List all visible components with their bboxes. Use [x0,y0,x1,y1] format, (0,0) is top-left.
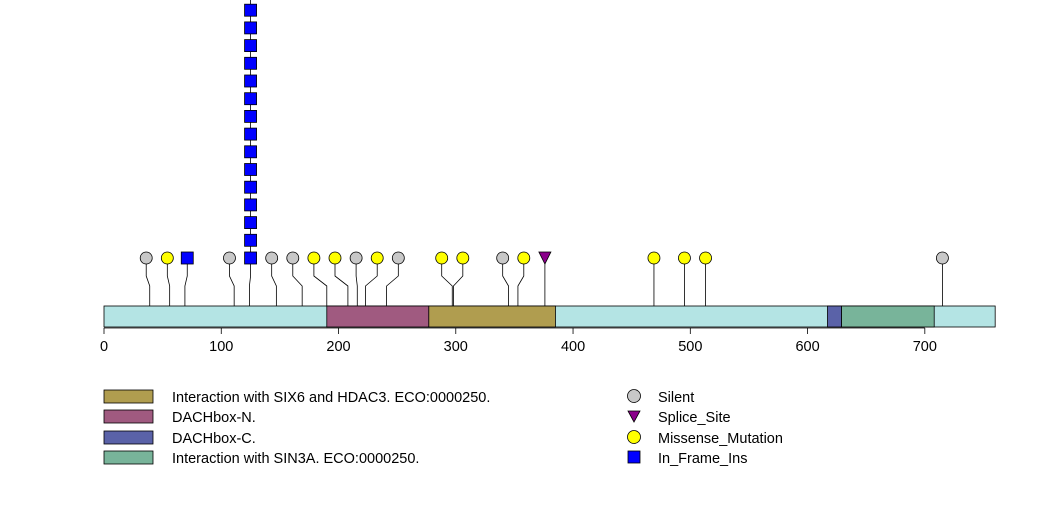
protein-track [103,305,996,328]
x-axis-tick-label: 700 [913,339,937,355]
legend-label-silent: Silent [658,390,694,406]
mutation-marker-in-frame-ins [244,74,257,88]
mutation-marker-in-frame-ins [244,56,257,70]
mutation-marker-splice-site [538,251,552,265]
legend-label-splice-site: Splice_Site [658,410,731,426]
legend-label-dachbox-c: DACHbox-C. [172,431,256,447]
mutation-marker-in-frame-ins [244,163,257,176]
mutation-marker-silent [391,251,405,265]
x-axis: 0 100 200 300 400 500 600 700 [100,327,937,355]
x-axis-tick-label: 500 [678,339,702,355]
domain-dachbox-n [326,305,430,328]
mutation-marker-missense-mutation [160,251,174,265]
mutation-marker-silent [496,251,510,265]
mutation-stems [145,0,943,327]
legend-silent-icon [627,389,641,403]
mutation-marker-silent [139,251,153,265]
mutation-marker-missense-mutation [647,251,661,265]
x-axis-tick-label: 400 [561,339,585,355]
legend-label-dachbox-n: DACHbox-N. [172,410,256,426]
x-axis-tick-label: 600 [795,339,819,355]
x-axis-tick-label: 100 [209,339,233,355]
legend-label-in-frame-ins: In_Frame_Ins [658,451,747,467]
x-axis-tick-label: 0 [100,339,108,355]
legend-splice-site-icon [627,410,641,423]
mutation-marker-in-frame-ins [244,251,257,265]
mutation-marker-in-frame-ins [244,39,257,52]
mutation-marker-in-frame-ins [244,198,257,212]
mutation-marker-in-frame-ins [244,110,257,123]
mutation-marker-silent [349,251,363,265]
mutation-marker-missense-mutation [328,251,342,265]
domain-dachbox-c [827,305,842,328]
domain-legend: Interaction with SIX6 and HDAC3. ECO:000… [103,389,490,467]
mutation-marker-silent [286,251,300,265]
mutation-marker-in-frame-ins [244,3,257,17]
x-axis-tick-label: 200 [326,339,350,355]
domain-interaction-with-six6-and-hdac3-eco-0000250 [428,305,556,328]
mutation-marker-in-frame-ins [244,145,257,159]
legend-label-missense: Missense_Mutation [658,431,783,447]
mutation-marker-missense-mutation [456,251,470,265]
legend-swatch-dachbox-c [103,430,154,445]
mutation-marker-silent [265,251,279,265]
mutation-marker-in-frame-ins [244,216,257,230]
mutation-marker-in-frame-ins [180,251,194,265]
mutation-marker-in-frame-ins [244,21,257,35]
mutation-marker-missense-mutation [370,251,384,265]
mutation-marker-in-frame-ins [244,127,257,141]
legend-in-frame-ins-icon [627,450,641,464]
mutation-marker-in-frame-ins [244,233,257,247]
legend-swatch-sin3a [103,450,154,465]
mutation-marker-missense-mutation [699,251,712,265]
mutation-marker-in-frame-ins [244,92,257,106]
mutation-marker-missense-mutation [307,251,321,265]
mutation-type-legend: Silent Splice_Site Missense_Mutation In_… [627,389,783,467]
mutation-marker-missense-mutation [517,251,531,265]
mutation-marker-in-frame-ins [244,180,257,194]
mutation-marker-silent [223,251,236,265]
legend-swatch-dachbox-n [103,409,154,424]
mutation-marker-silent [936,251,949,265]
legend-swatch-six6-hdac3 [103,389,154,404]
x-axis-tick-label: 300 [444,339,468,355]
legend-label-sin3a: Interaction with SIN3A. ECO:0000250. [172,451,419,467]
mutation-marker-missense-mutation [678,251,691,265]
legend-label-six6-hdac3: Interaction with SIX6 and HDAC3. ECO:000… [172,390,490,406]
domain-interaction-with-sin3a-eco-0000250 [841,305,935,328]
legend-missense-icon [627,430,641,444]
mutation-marker-missense-mutation [435,251,449,265]
mutation-markers [139,3,949,265]
